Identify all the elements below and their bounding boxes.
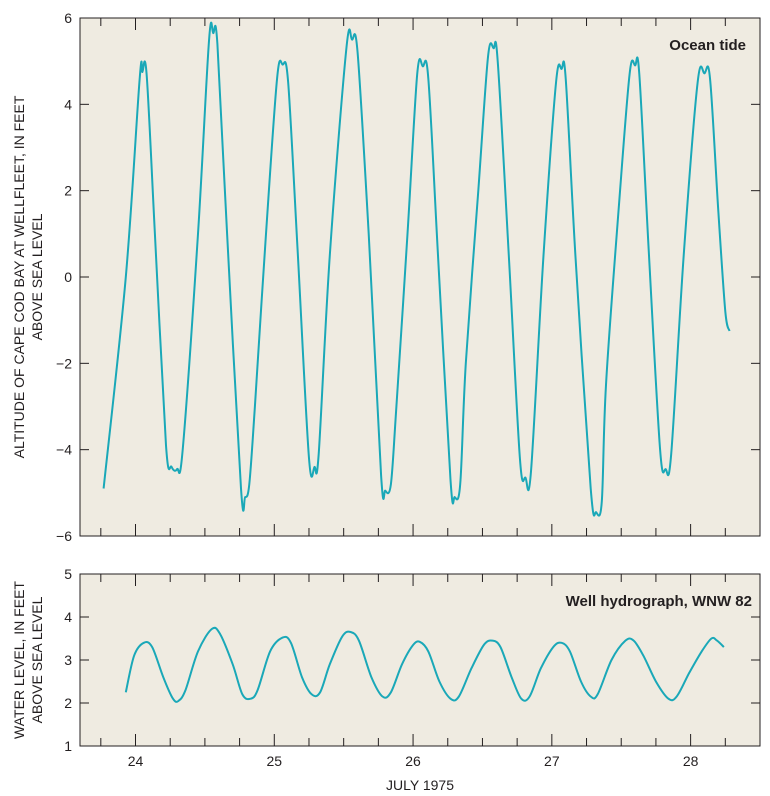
y-tick-label: −6: [56, 528, 72, 544]
ocean-tide-series-line: [102, 21, 731, 517]
y-tick-label: 5: [64, 566, 72, 582]
well-hydrograph-x-ticks: 24 25 26 27 28: [100, 574, 726, 769]
well-hydrograph-y-axis-title-line1: WATER LEVEL, IN FEET: [11, 581, 27, 739]
x-tick-label: 28: [683, 753, 699, 769]
y-tick-label: −2: [56, 355, 72, 371]
ocean-tide-panel: −6 −4 −2 0 2 4 6 Ocean tide ALTITUDE OF CAPE C…: [11, 10, 761, 544]
y-tick-label: −4: [56, 442, 72, 458]
ocean-tide-y-axis-title-line2: ABOVE SEA LEVEL: [29, 213, 45, 340]
well-hydrograph-y-ticks: 1 2 3 4 5: [64, 566, 760, 754]
y-tick-label: 4: [64, 96, 72, 112]
y-tick-label: 4: [64, 609, 72, 625]
y-tick-label: 2: [64, 695, 72, 711]
ocean-tide-y-axis-title-line1: ALTITUDE OF CAPE COD BAY AT WELLFLEET, I…: [11, 95, 27, 458]
y-tick-label: 3: [64, 652, 72, 668]
x-tick-label: 24: [128, 753, 144, 769]
well-hydrograph-panel-label: Well hydrograph, WNW 82: [566, 593, 752, 610]
y-tick-label: 6: [64, 10, 72, 26]
y-tick-label: 1: [64, 738, 72, 754]
y-tick-label: 0: [64, 269, 72, 285]
x-axis-title: JULY 1975: [386, 777, 454, 793]
ocean-tide-panel-label: Ocean tide: [669, 37, 746, 54]
ocean-tide-x-ticks: [100, 18, 726, 536]
well-hydrograph-panel: 1 2 3 4 5 24 25 26 27 28 Well hydrograph, WNW 82…: [11, 566, 761, 769]
well-hydrograph-y-axis-title-line2: ABOVE SEA LEVEL: [29, 596, 45, 723]
x-tick-label: 27: [544, 753, 560, 769]
y-tick-label: 2: [64, 183, 72, 199]
x-tick-label: 26: [405, 753, 421, 769]
ocean-tide-plot-area: [79, 17, 761, 537]
ocean-tide-y-ticks: −6 −4 −2 0 2 4 6: [56, 10, 760, 544]
well-hydrograph-series-line: [124, 626, 725, 703]
x-tick-label: 25: [266, 753, 282, 769]
